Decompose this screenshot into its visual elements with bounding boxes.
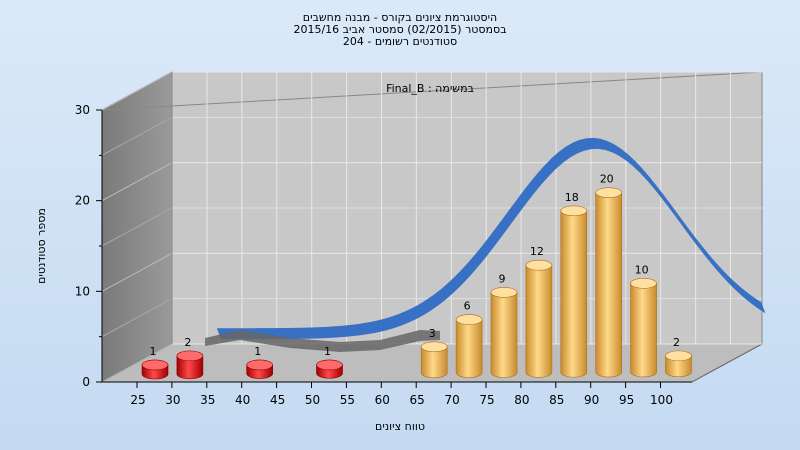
x-tick-label: 80 xyxy=(514,393,529,407)
y-tick-label: 10 xyxy=(75,284,90,298)
bar-top xyxy=(525,259,553,271)
bar-body xyxy=(420,346,448,379)
x-axis-label: טווח ציונים xyxy=(375,420,425,433)
y-axis-label: מספר סטודנטים xyxy=(35,208,48,284)
chart-title-line-2: בסמסטר (02/2015) סמסטר אביב 2015/16 xyxy=(293,23,507,36)
y-tick-label: 20 xyxy=(75,194,90,208)
bar-value-label: 12 xyxy=(530,245,544,258)
bar-top xyxy=(176,350,204,362)
bar: 3 xyxy=(420,327,448,379)
gridline-side xyxy=(101,343,173,383)
bar-top xyxy=(665,350,692,362)
x-tick-label: 45 xyxy=(270,393,285,407)
bar-value-label: 18 xyxy=(565,191,579,204)
bar: 1 xyxy=(246,345,274,379)
bar-top xyxy=(316,359,343,371)
x-tick-label: 85 xyxy=(549,393,564,407)
bar: 12 xyxy=(525,245,553,378)
bar-value-label: 6 xyxy=(464,300,471,313)
x-tick-label: 90 xyxy=(584,393,599,407)
x-tick-label: 75 xyxy=(479,393,494,407)
x-tick-label: 100 xyxy=(650,393,673,407)
bar-top xyxy=(595,187,623,198)
curve-shadow xyxy=(205,330,440,352)
x-tick-label: 30 xyxy=(165,393,180,407)
bar: 2 xyxy=(176,336,204,380)
gridline-side xyxy=(101,162,173,202)
gridline-side xyxy=(101,71,173,111)
gridline-side-minor xyxy=(101,298,173,338)
bar-value-label: 3 xyxy=(429,327,436,340)
bar-top xyxy=(490,287,518,298)
bar-top xyxy=(560,205,588,217)
gridline-side xyxy=(101,252,173,292)
x-tick-label: 70 xyxy=(444,393,459,407)
bar-value-label: 10 xyxy=(635,263,649,276)
bar-body xyxy=(630,283,657,378)
axes: 0 10 20 30 25 30 35 40 45 50 55 60 65 70 75 80 85 90 95 100 xyxy=(75,103,692,407)
bar-body xyxy=(455,319,483,378)
x-tick-label: 60 xyxy=(375,393,390,407)
bar-body xyxy=(595,192,622,378)
bar-body xyxy=(176,355,204,380)
bar-value-label: 2 xyxy=(673,336,680,349)
x-tick-label: 35 xyxy=(200,393,215,407)
bar-value-label: 20 xyxy=(600,173,614,186)
x-tick-label: 55 xyxy=(340,393,355,407)
chart-title-line-3: סטודנטים רשומים - 204 xyxy=(342,35,458,48)
bar-value-label: 1 xyxy=(254,345,261,358)
distribution-curve xyxy=(205,137,766,352)
bar: 9 xyxy=(490,272,518,378)
chart-title-line-1: היסטוגרמת ציונים בקורס - מבנה מחשבים xyxy=(302,11,498,24)
bar: 1 xyxy=(141,345,169,380)
curve-band xyxy=(216,137,766,340)
x-tick-label: 50 xyxy=(305,393,320,407)
bar-body xyxy=(560,210,588,378)
x-tick-label: 40 xyxy=(235,393,250,407)
bar: 6 xyxy=(455,300,483,378)
y-tick-label: 30 xyxy=(75,103,90,117)
bar-body xyxy=(525,264,553,378)
bar: 10 xyxy=(630,263,657,378)
bar-top xyxy=(246,359,274,371)
gridline-side-minor xyxy=(101,116,173,156)
bar-top xyxy=(141,359,169,371)
bar-value-label: 2 xyxy=(184,336,191,349)
x-tick-label: 95 xyxy=(619,393,634,407)
bar-top xyxy=(630,278,657,289)
bar-top xyxy=(420,341,448,353)
bar: 1 xyxy=(316,345,343,379)
x-tick-label: 25 xyxy=(130,393,145,407)
bar: 20 xyxy=(595,173,623,378)
bar-value-label: 1 xyxy=(150,345,157,358)
bar-body xyxy=(490,292,518,378)
bar: 2 xyxy=(665,336,692,378)
bar-value-label: 1 xyxy=(324,345,331,358)
y-tick-label: 0 xyxy=(82,375,90,389)
bar-top xyxy=(455,314,483,325)
bar-body xyxy=(665,355,692,378)
gridline-side-minor xyxy=(101,207,173,247)
bar-value-label: 9 xyxy=(499,272,506,285)
bar: 18 xyxy=(560,191,588,378)
plot-title: Final_B : במשימה xyxy=(386,82,474,95)
x-tick-label: 65 xyxy=(410,393,425,407)
